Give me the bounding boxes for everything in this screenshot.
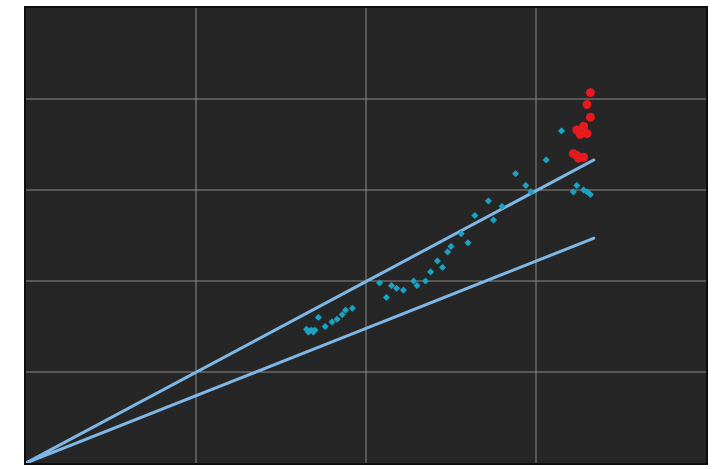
cyan-data-point [382,293,390,301]
cyan-data-point [542,156,550,164]
cyan-data-point [328,318,336,326]
cyan-data-point [399,286,407,294]
red-data-point [582,129,592,139]
cyan-data-point [438,263,447,271]
cyan-data-point [484,197,492,205]
cyan-data-point [433,257,441,265]
cyan-data-point [573,181,581,189]
grid-lines [26,8,706,463]
red-data-point [582,99,592,109]
cyan-data-point [447,242,455,250]
cyan-data-point [489,216,498,224]
cyan-data-point [498,202,506,210]
red-data-point [579,121,589,131]
cyan-data-point [342,306,350,314]
cyan-data-point [471,211,479,220]
cyan-data-point [457,230,465,238]
upper-reference-line [26,158,596,463]
cyan-data-point [410,277,418,285]
cyan-data-point [569,188,577,196]
scatter-plot [26,8,706,463]
cyan-data-point [311,326,319,334]
cyan-data-point [387,282,396,290]
cyan-data-point [393,284,401,292]
cyan-data-point [413,282,421,290]
cyan-data-point [464,239,472,247]
lower-reference-line [26,236,596,463]
cyan-data-point [512,170,520,178]
cyan-data-point [427,268,435,276]
cyan-data-point [522,181,530,189]
cyan-data-point [421,277,430,285]
data-points [302,88,595,336]
cyan-data-point [557,127,566,135]
red-data-point [574,153,583,163]
red-data-point [585,112,595,122]
red-data-point [575,129,585,139]
red-data-point [585,88,595,98]
reference-lines [26,158,596,463]
chart-frame [24,6,708,465]
cyan-data-point [348,304,356,312]
cyan-data-point [321,322,329,331]
cyan-data-point [304,328,312,336]
cyan-data-point [376,279,384,287]
cyan-data-point [314,313,322,321]
cyan-data-point [586,191,594,199]
cyan-data-point [444,248,452,256]
cyan-data-point [338,311,346,319]
cyan-data-point [333,315,341,323]
